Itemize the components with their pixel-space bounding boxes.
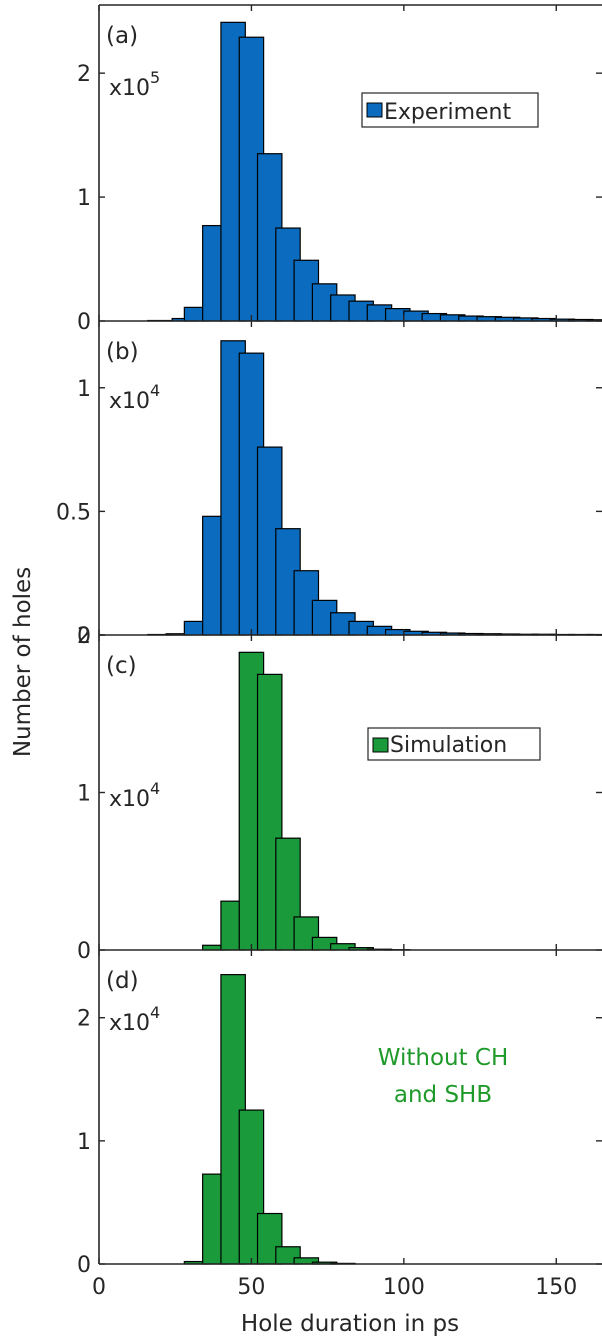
y-tick-label: 2 [77,624,91,649]
scale-multiplier: x104 [109,381,160,414]
scale-exponent: 4 [150,381,160,400]
y-tick-label: 1 [77,186,91,211]
legend-box [361,92,539,128]
legend-box [367,727,541,761]
y-tick-label: 1 [77,1130,91,1155]
panel-a: 0 1 2 (a) x105 Experiment [77,4,602,335]
panel-label: (b) [106,339,139,365]
y-tick-label: 0.5 [56,500,91,525]
y-tick-label: 2 [77,62,91,87]
annotation-text: and SHB [394,1082,492,1108]
y-tick-label: 0 [77,1253,91,1278]
panel-b: 0 0.5 1 (b) x104 [56,321,602,649]
x-tick-label: 50 [237,1275,265,1300]
legend-swatch [366,102,383,118]
scale-exponent: 4 [150,1003,160,1022]
scale-multiplier: x104 [109,779,160,812]
y-tick-label: 1 [77,782,91,807]
y-axis-title: Number of holes [10,567,36,757]
y-tick-label: 1 [77,377,91,402]
x-tick-label: 150 [535,1275,577,1300]
y-tick-label: 0 [77,310,91,335]
scale-multiplier: x105 [109,68,160,101]
panel-label: (a) [106,23,138,49]
scale-exponent: 5 [150,68,160,87]
y-tick-label: 2 [77,1007,91,1032]
legend-label: Simulation [390,733,507,758]
y-tick-label: 0 [77,624,91,649]
scale-multiplier: x104 [109,1003,160,1036]
annotation-text: Without CH [378,1045,509,1071]
legend-label: Experiment [384,100,511,125]
panel-c: 0 1 2 (c) x104 Simulation [77,624,602,964]
panel-label: (d) [106,968,139,994]
x-axis-title: Hole duration in ps [241,1311,459,1337]
scale-exponent: 4 [150,779,160,798]
y-tick-label: 0 [77,939,91,964]
legend-swatch [372,737,389,753]
x-tick-label: 100 [383,1275,425,1300]
panel-d: 0 1 2 (d) x104 Without CH and SHB [77,950,602,1278]
panel-label: (c) [106,653,137,679]
x-tick-label: 0 [92,1275,106,1300]
